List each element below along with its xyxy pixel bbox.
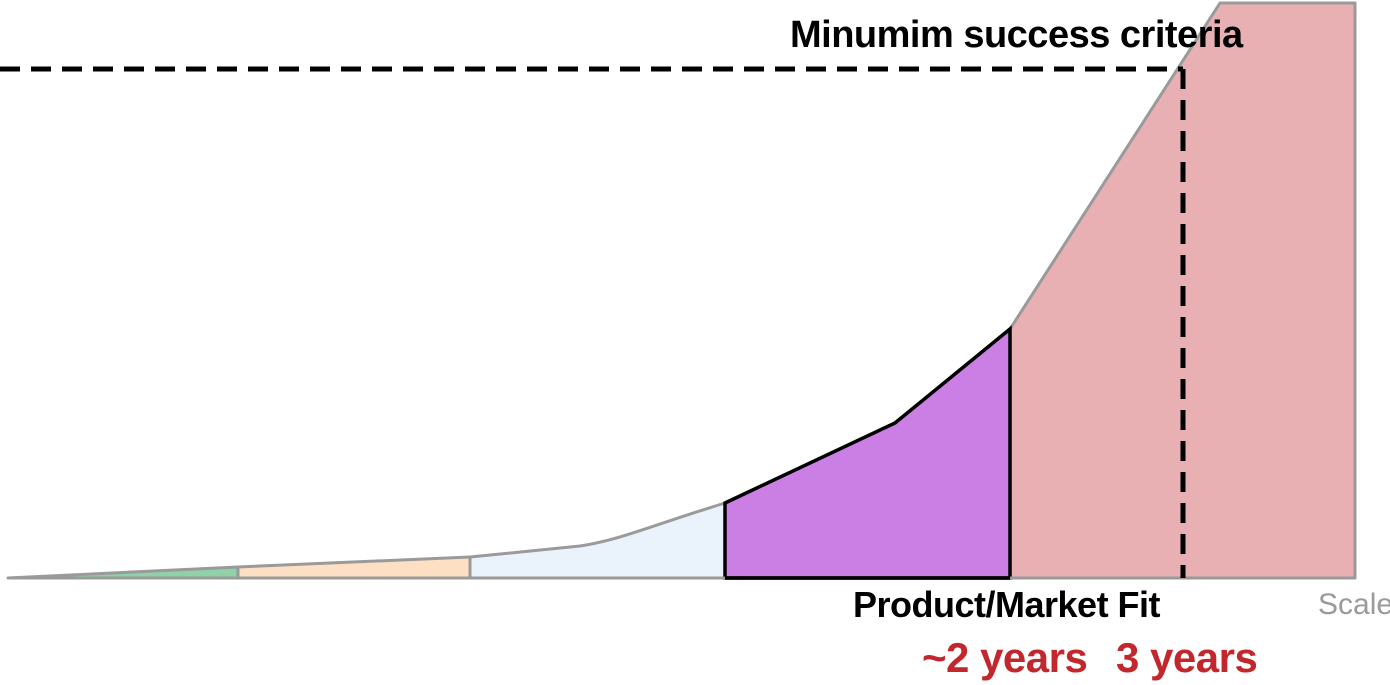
stage-light-blue <box>468 501 727 580</box>
two-years-label: ~2 years <box>922 634 1088 681</box>
stage-early-green <box>6 565 240 580</box>
stage-orange <box>236 555 472 580</box>
product-market-fit-label: Product/Market Fit <box>853 584 1161 625</box>
scale-label: Scale <box>1318 588 1390 621</box>
stage-product-market-fit <box>723 325 1012 580</box>
success-criteria-label: Minumim success criteria <box>790 14 1243 56</box>
three-years-label: 3 years <box>1116 634 1258 681</box>
